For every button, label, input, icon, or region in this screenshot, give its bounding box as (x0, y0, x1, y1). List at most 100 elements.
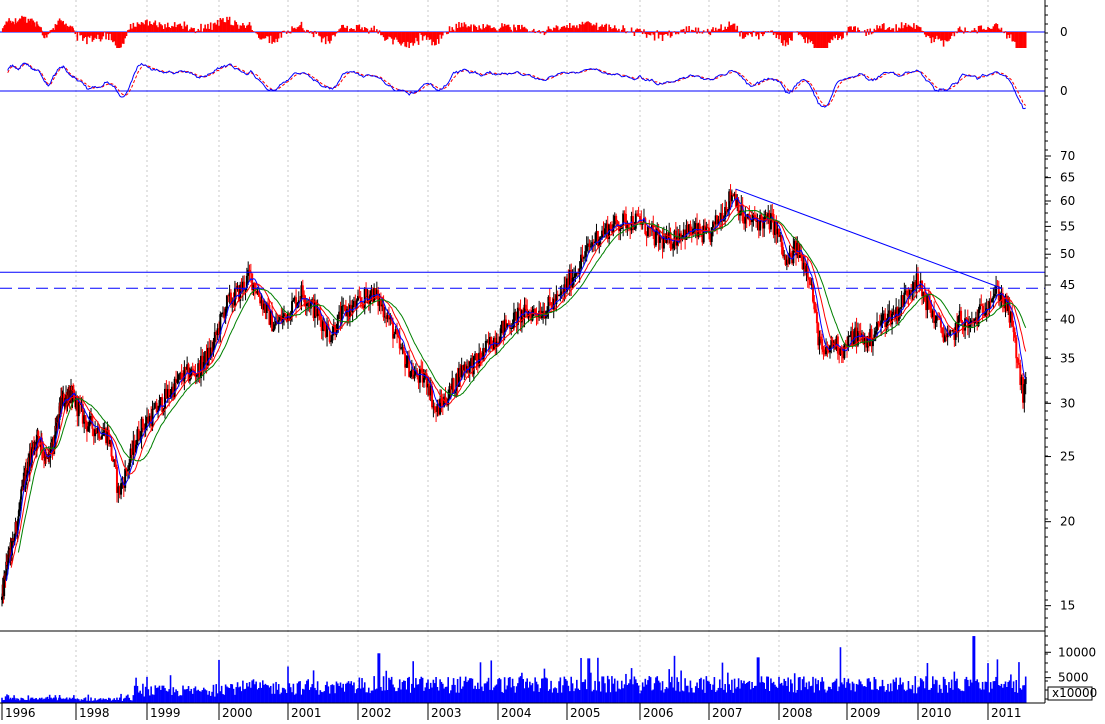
candle-body (412, 369, 415, 379)
candle-body (3, 577, 6, 597)
candle-body (195, 374, 198, 377)
candle-body (392, 321, 394, 339)
candle-body (460, 365, 463, 378)
candle-body (397, 334, 400, 338)
candle-body (713, 221, 716, 225)
candle-body (382, 304, 385, 318)
candle-body (802, 262, 805, 270)
candle-body (19, 499, 22, 507)
candle-body (738, 213, 741, 216)
candle-body (491, 348, 494, 350)
candle-body (5, 561, 8, 566)
candle-body (504, 319, 507, 328)
candle-body (956, 322, 959, 333)
candle-body (26, 470, 29, 475)
candle-body (562, 291, 565, 294)
candle-body (428, 384, 431, 396)
candle-body (35, 434, 38, 449)
candle-body (804, 262, 807, 272)
candle-body (109, 439, 112, 445)
candle-body (194, 373, 197, 377)
candle-body (480, 358, 483, 360)
candle-body (726, 210, 729, 212)
candle-body (346, 309, 349, 316)
candle-body (85, 422, 88, 432)
candle-body (756, 220, 759, 222)
candle-body (347, 309, 350, 318)
candle-body (984, 311, 987, 316)
candle-body (995, 285, 998, 294)
candle-body (128, 462, 131, 471)
candle-body (523, 304, 526, 318)
candle-body (183, 366, 186, 382)
candle-body (826, 347, 829, 351)
year-label: 2003 (431, 706, 462, 720)
candle-body (767, 213, 770, 220)
candle-body (300, 285, 303, 301)
candle-body (253, 282, 256, 292)
candle-body (688, 224, 691, 234)
candle-body (213, 332, 216, 342)
candle-body (892, 311, 895, 314)
candle-body (99, 438, 102, 440)
candle-body (705, 227, 708, 232)
moving-average-3 (17, 209, 1027, 553)
candle-body (563, 284, 566, 294)
candle-body (704, 225, 707, 232)
candle-body (556, 294, 559, 296)
candle-body (439, 398, 442, 415)
candle-body (757, 220, 760, 231)
candle-body (401, 347, 404, 349)
candle-body (780, 235, 783, 248)
candle-body (75, 396, 77, 408)
candle-body (935, 315, 938, 321)
candle-body (263, 303, 266, 310)
candle-body (585, 245, 588, 252)
candle-body (720, 212, 723, 222)
candle-body (13, 540, 16, 542)
candle-body (960, 310, 963, 322)
candle-body (973, 318, 976, 323)
candle-body (365, 289, 368, 297)
candle-body (619, 228, 622, 232)
candle-body (578, 268, 581, 275)
price-tick-label: 30 (1060, 396, 1075, 410)
candle-body (440, 398, 443, 403)
candle-body (863, 336, 866, 344)
candle-body (784, 255, 787, 265)
candle-body (241, 281, 244, 292)
candle-body (354, 301, 357, 309)
candle-body (221, 312, 224, 314)
candle-body (107, 429, 110, 445)
candle-body (144, 422, 147, 430)
candle-body (609, 224, 612, 229)
candle-body (456, 374, 459, 387)
candle-body (212, 341, 215, 353)
candle-body (275, 320, 278, 325)
candle-body (616, 221, 619, 226)
candle-body (265, 303, 268, 314)
candle-body (378, 299, 381, 306)
candle-body (16, 521, 19, 534)
year-label: 1999 (150, 706, 181, 720)
candle-body (38, 436, 40, 438)
candle-body (71, 390, 74, 404)
candle-body (33, 443, 36, 452)
candle-body (381, 304, 384, 307)
candle-body (991, 299, 994, 302)
year-label: 2005 (570, 706, 601, 720)
candle-body (631, 216, 634, 229)
candle-body (606, 223, 609, 239)
candle-body (560, 291, 563, 294)
candle-body (147, 416, 150, 424)
candle-body (992, 296, 995, 300)
candle-body (309, 301, 312, 309)
candle-body (305, 303, 308, 306)
candle-body (164, 388, 166, 410)
candle-body (283, 313, 286, 317)
candle-body (961, 321, 964, 324)
volume-panel (1, 636, 1027, 703)
candle-body (201, 355, 204, 371)
candle-body (847, 335, 850, 348)
